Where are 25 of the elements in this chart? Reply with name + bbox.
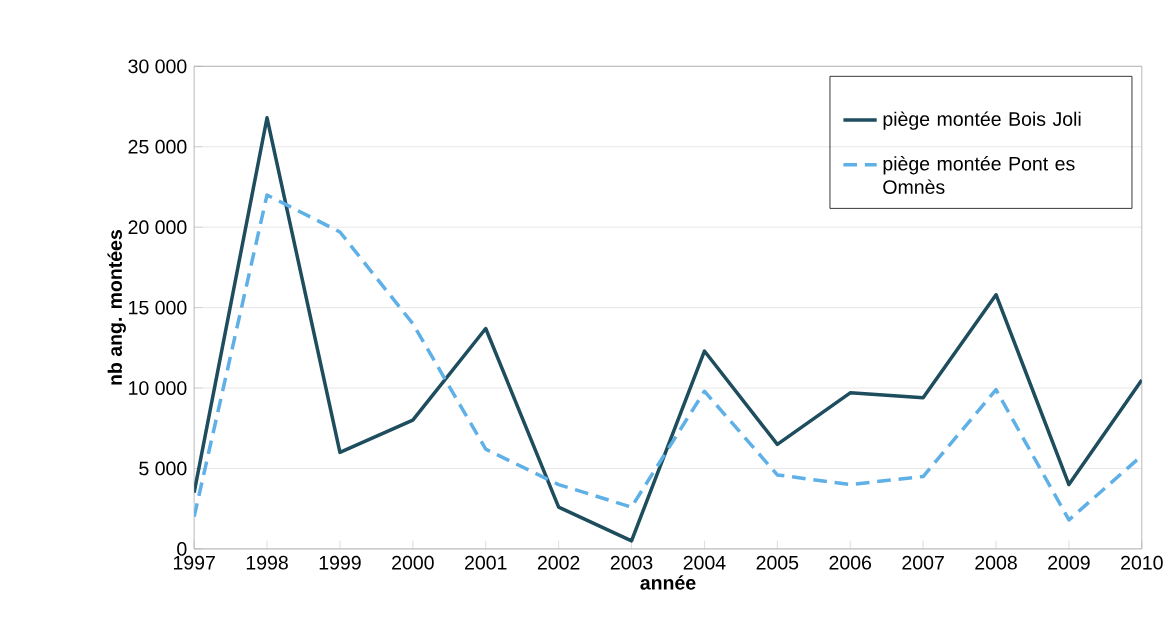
y-axis-title: nb ang. montées — [107, 230, 126, 385]
x-tick-label: 2009 — [1048, 556, 1090, 570]
y-tick-label: 5 000 — [139, 461, 187, 476]
x-tick-label: 2007 — [902, 556, 944, 570]
x-tick-label: 1999 — [319, 556, 361, 570]
x-tick-label: 2000 — [392, 556, 434, 570]
y-tick-label: 0 — [177, 542, 187, 557]
x-tick-label: 1998 — [246, 556, 288, 570]
y-tick-label: 30 000 — [128, 59, 187, 74]
x-tick-label: 2008 — [975, 556, 1017, 570]
y-tick-label: 10 000 — [129, 381, 187, 396]
x-tick-label: 2002 — [537, 556, 580, 570]
x-axis-title: année — [640, 575, 696, 590]
x-tick-label: 1997 — [173, 556, 215, 570]
legend-label: piège montée Bois Joli — [883, 111, 1081, 131]
x-tick-label: 2006 — [829, 556, 872, 570]
legend-label: piège montée Pont es Omnès — [883, 156, 1075, 195]
x-tick-label: 2003 — [610, 556, 653, 570]
y-tick-label: 25 000 — [128, 140, 187, 154]
x-tick-label: 2010 — [1121, 556, 1163, 570]
x-tick-label: 2004 — [683, 556, 726, 570]
y-tick-label: 15 000 — [129, 300, 187, 315]
x-tick-label: 2001 — [465, 556, 507, 570]
x-tick-label: 2005 — [756, 556, 799, 570]
y-tick-label: 20 000 — [128, 220, 187, 235]
